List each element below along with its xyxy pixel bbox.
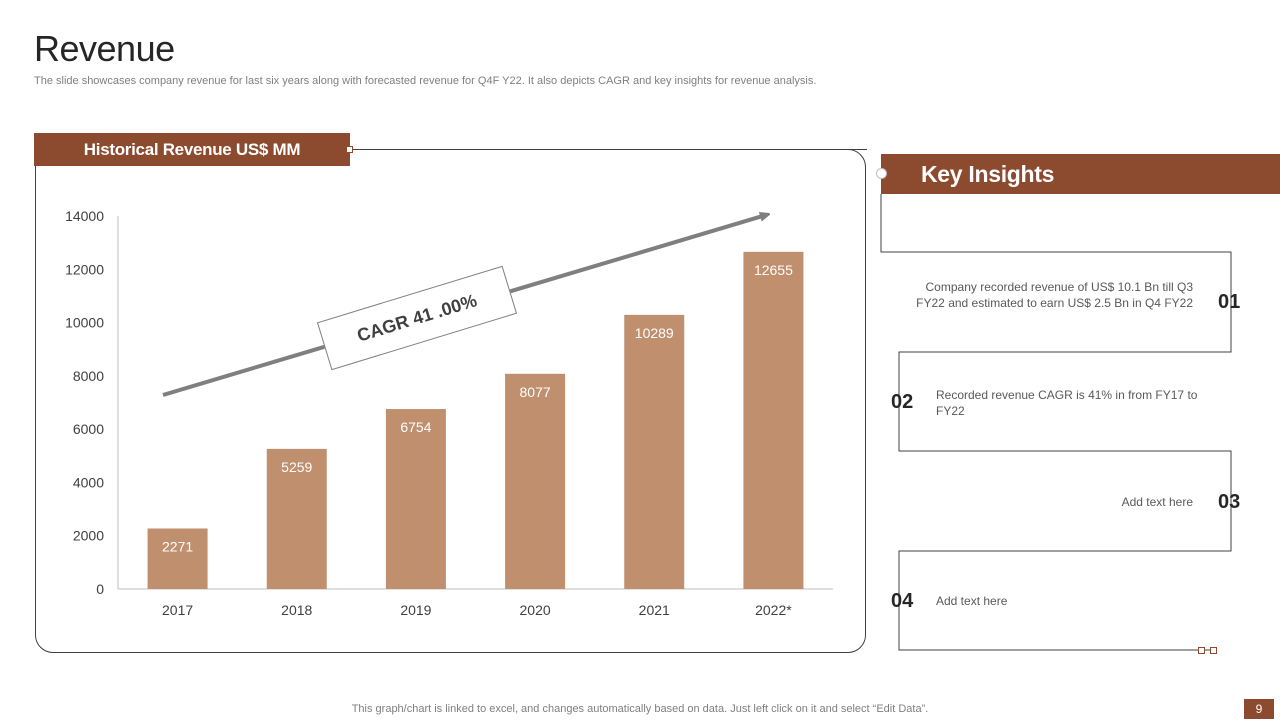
- x-tick-label: 2018: [281, 602, 312, 618]
- bar-value-label: 2271: [162, 538, 193, 554]
- x-tick-label: 2017: [162, 602, 193, 618]
- footer-note: This graph/chart is linked to excel, and…: [351, 703, 929, 715]
- y-tick-label: 12000: [65, 261, 104, 277]
- x-tick-label: 2019: [400, 602, 431, 618]
- header-connector-line: [352, 149, 867, 150]
- insight-number-3: 03: [1218, 491, 1241, 513]
- bar: [624, 314, 685, 589]
- header-connector-knob: [346, 146, 353, 153]
- insight-text-3: Add text here: [1121, 495, 1193, 509]
- y-tick-label: 14000: [65, 208, 104, 224]
- page-title: Revenue: [34, 28, 175, 69]
- insight-text-2: Recorded revenue CAGR is 41% in from FY1…: [936, 388, 1198, 418]
- x-tick-label: 2022*: [755, 602, 792, 618]
- bar-value-label: 6754: [400, 419, 431, 435]
- bar-value-label: 8077: [520, 384, 551, 400]
- y-tick-label: 8000: [73, 368, 104, 384]
- bar: [266, 448, 327, 589]
- page-number: 9: [1244, 699, 1274, 719]
- connector-end-square: [1210, 647, 1217, 654]
- chart-header: Historical Revenue US$ MM: [34, 133, 350, 166]
- insight-number-4: 04: [891, 590, 914, 612]
- insight-number-1: 01: [1218, 291, 1241, 313]
- y-tick-label: 6000: [73, 421, 104, 437]
- insight-text-4: Add text here: [936, 594, 1008, 608]
- y-tick-label: 0: [96, 581, 104, 597]
- y-tick-label: 2000: [73, 528, 104, 544]
- y-tick-label: 10000: [65, 315, 104, 331]
- connector-end-square: [1198, 647, 1205, 654]
- key-insights-header: Key Insights: [881, 154, 1280, 194]
- bar: [147, 528, 208, 589]
- x-tick-label: 2020: [520, 602, 551, 618]
- insight-number-2: 02: [891, 391, 914, 413]
- key-insights-knob: [876, 168, 887, 179]
- bar: [385, 409, 446, 589]
- bar-value-label: 5259: [281, 459, 312, 475]
- insight-text-1: Company recorded revenue of US$ 10.1 Bn …: [916, 280, 1193, 310]
- bar-value-label: 10289: [635, 325, 674, 341]
- bar: [505, 373, 566, 589]
- page-subtitle: The slide showcases company revenue for …: [34, 75, 817, 87]
- y-tick-label: 4000: [73, 474, 104, 490]
- bar: [743, 251, 804, 589]
- x-tick-label: 2021: [639, 602, 670, 618]
- bar-value-label: 12655: [754, 262, 793, 278]
